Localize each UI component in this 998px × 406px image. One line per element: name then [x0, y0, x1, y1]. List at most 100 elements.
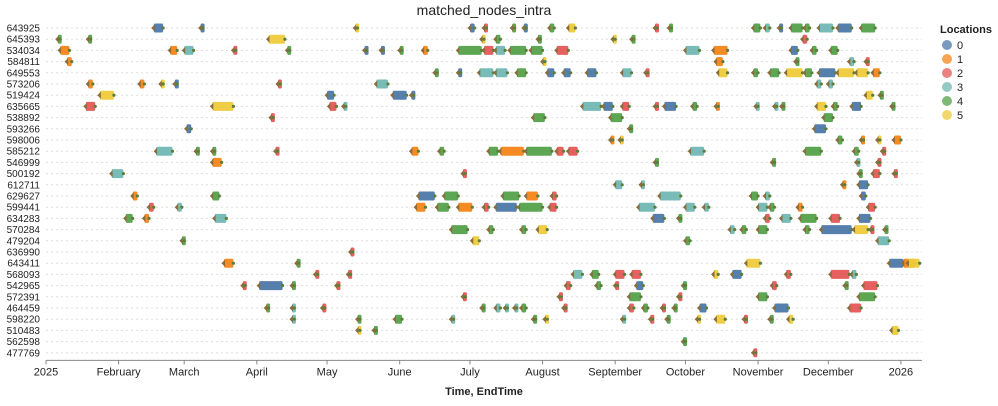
event-bar	[746, 258, 761, 268]
event-mark	[607, 135, 615, 145]
y-tick-label: 584811	[7, 57, 40, 68]
event-mark	[905, 258, 922, 268]
event-mark	[814, 79, 823, 89]
event-end-marker	[576, 149, 580, 153]
event-end-marker	[620, 116, 624, 120]
event-mark	[547, 23, 556, 33]
event-end-marker	[768, 216, 772, 220]
event-start-marker	[809, 46, 813, 54]
event-mark	[378, 45, 385, 55]
event-mark	[521, 23, 528, 33]
event-mark	[151, 23, 165, 33]
event-bar	[521, 225, 527, 235]
event-end-marker	[655, 104, 659, 108]
event-bar	[868, 202, 876, 212]
event-end-marker	[775, 284, 779, 288]
event-bar	[139, 79, 145, 89]
event-mark	[511, 303, 519, 313]
event-end-marker	[505, 306, 510, 310]
event-bar	[149, 202, 154, 212]
event-start-marker	[413, 203, 418, 211]
event-end-marker	[348, 272, 353, 276]
event-end-marker	[559, 295, 563, 299]
event-end-marker	[723, 317, 727, 321]
event-mark	[209, 101, 235, 111]
event-mark	[771, 303, 791, 313]
event-start-marker	[755, 293, 760, 301]
event-end-marker	[857, 160, 861, 164]
event-marks	[55, 23, 922, 358]
event-mark	[141, 213, 151, 223]
event-mark	[743, 258, 762, 268]
event-bar	[502, 191, 520, 201]
event-start-marker	[858, 192, 863, 200]
event-end-marker	[435, 71, 439, 75]
event-start-marker	[680, 282, 685, 290]
event-start-marker	[209, 158, 214, 166]
event-mark	[696, 303, 709, 313]
event-start-marker	[619, 102, 624, 110]
event-end-marker	[632, 37, 636, 41]
event-start-marker	[408, 147, 413, 155]
event-end-marker	[564, 306, 568, 310]
event-bar	[603, 101, 613, 111]
event-end-marker	[552, 71, 556, 75]
event-mark	[889, 101, 896, 111]
event-mark	[636, 202, 657, 212]
event-bar	[828, 79, 833, 89]
event-end-marker	[704, 306, 709, 310]
event-end-marker	[517, 194, 521, 198]
event-end-marker	[873, 205, 877, 209]
event-mark	[362, 45, 369, 55]
y-axis: 6439256453935340345848116495535732065194…	[7, 24, 41, 360]
event-mark	[802, 225, 812, 235]
event-start-marker	[130, 192, 134, 200]
event-mark	[816, 68, 837, 78]
event-end-marker	[152, 205, 156, 209]
event-end-marker	[543, 60, 547, 64]
event-start-marker	[518, 226, 523, 234]
event-start-marker	[851, 147, 856, 155]
event-mark	[326, 101, 339, 111]
event-end-marker	[807, 26, 812, 30]
event-end-marker	[147, 216, 151, 220]
event-end-marker	[283, 37, 287, 41]
event-start-marker	[778, 102, 783, 110]
event-mark	[619, 101, 631, 111]
event-mark	[821, 113, 835, 123]
event-mark	[863, 57, 870, 67]
event-mark	[479, 303, 486, 313]
event-start-marker	[523, 192, 528, 200]
event-end-marker	[744, 317, 748, 321]
event-start-marker	[324, 91, 329, 99]
event-start-marker	[333, 282, 338, 290]
event-bar	[854, 225, 869, 235]
event-end-marker	[824, 127, 828, 131]
event-end-marker	[374, 328, 378, 332]
event-start-marker	[750, 349, 755, 357]
event-bar	[699, 303, 707, 313]
event-bar	[85, 101, 96, 111]
event-mark	[432, 68, 439, 78]
event-start-marker	[856, 181, 860, 189]
event-start-marker	[694, 315, 699, 323]
event-start-marker	[629, 270, 633, 278]
event-mark	[184, 124, 193, 134]
event-end-marker	[796, 60, 800, 64]
event-start-marker	[371, 326, 375, 334]
event-mark	[268, 113, 275, 123]
event-mark	[778, 101, 786, 111]
event-mark	[481, 23, 488, 33]
event-bar	[495, 45, 506, 55]
event-end-marker	[744, 228, 748, 232]
event-start-marker	[511, 304, 516, 312]
event-start-marker	[589, 270, 593, 278]
event-bar	[804, 146, 822, 156]
event-end-marker	[683, 340, 688, 344]
event-end-marker	[316, 272, 320, 276]
event-bar	[144, 213, 150, 223]
event-start-marker	[828, 46, 832, 54]
event-mark	[333, 281, 341, 291]
event-bar	[394, 314, 403, 324]
event-mark	[514, 68, 528, 78]
